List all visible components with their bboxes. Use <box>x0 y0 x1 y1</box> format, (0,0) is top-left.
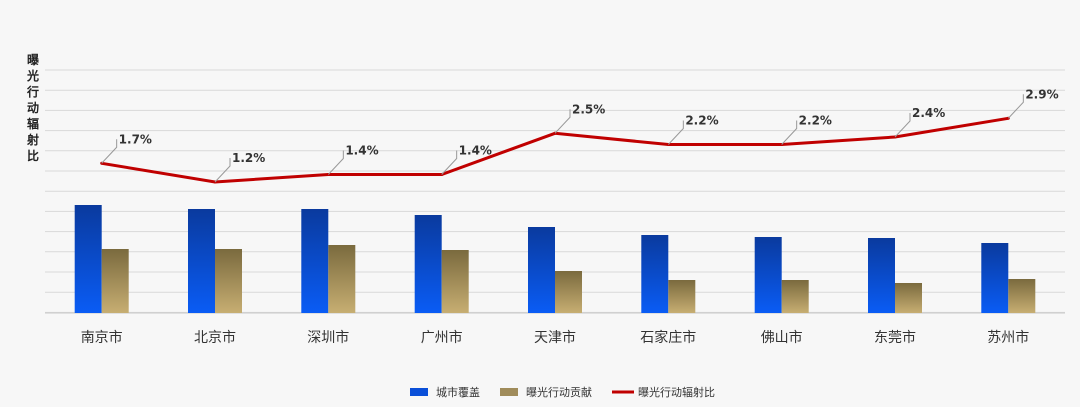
x-tick-label: 佛山市 <box>761 329 803 346</box>
data-label: 1.7% <box>119 132 152 146</box>
data-label: 2.2% <box>799 114 832 128</box>
bar-coverage <box>414 215 442 313</box>
bar-contribution <box>781 280 809 313</box>
x-tick-label: 石家庄市 <box>640 329 696 346</box>
bar-coverage <box>868 238 895 313</box>
data-label: 1.4% <box>345 144 378 158</box>
data-label: 2.4% <box>912 106 945 120</box>
bar-contribution <box>215 249 242 313</box>
legend-label: 曝光行动辐射比 <box>638 385 715 399</box>
bar-contribution <box>668 280 696 313</box>
data-label-leader <box>894 113 911 138</box>
bar-coverage <box>641 235 669 313</box>
legend-swatch <box>410 388 428 396</box>
legend: 城市覆盖 曝光行动贡献 曝光行动辐射比 <box>410 385 715 399</box>
legend-label: 曝光行动贡献 <box>526 385 592 399</box>
bar-contribution <box>555 271 582 313</box>
data-label-leader <box>781 120 798 145</box>
x-tick-label: 苏州市 <box>987 329 1029 346</box>
x-tick-label: 广州市 <box>421 329 463 346</box>
data-label: 1.2% <box>232 151 265 165</box>
bars <box>74 205 1036 313</box>
data-label: 2.9% <box>1025 87 1058 101</box>
x-tick-label: 南京市 <box>81 329 123 346</box>
data-label: 1.4% <box>459 144 492 158</box>
bar-contribution <box>1008 279 1036 313</box>
bar-coverage <box>188 209 215 313</box>
data-label-leader <box>441 150 458 175</box>
bar-contribution <box>328 245 356 313</box>
bar-coverage <box>74 205 102 313</box>
legend-label: 城市覆盖 <box>436 385 480 399</box>
x-tick-label: 东莞市 <box>874 329 916 346</box>
bar-coverage <box>754 237 782 313</box>
bar-contribution <box>101 249 129 313</box>
line-series: 1.7% 1.2% 1.4% 1.4% 2.5% 2.2% 2.2% 2.4% 2.9% <box>100 87 1059 184</box>
data-label-leader <box>1007 94 1024 119</box>
data-label-leader <box>667 120 684 145</box>
data-label-leader <box>214 158 231 183</box>
x-tick-label: 北京市 <box>194 329 236 346</box>
data-label: 2.2% <box>685 114 718 128</box>
y-axis-label: 曝光行动辐射比 <box>26 53 39 163</box>
x-tick-label: 深圳市 <box>307 329 349 346</box>
bar-coverage <box>301 209 329 313</box>
bar-contribution <box>441 250 469 313</box>
x-tick-label: 天津市 <box>534 329 576 346</box>
data-label-leader <box>327 150 344 175</box>
bar-coverage <box>528 227 555 313</box>
legend-swatch <box>500 388 518 396</box>
data-label-leader <box>101 139 118 164</box>
bar-contribution <box>895 283 922 313</box>
category-labels: 南京市 北京市 深圳市 广州市 天津市 石家庄市 佛山市 东莞市 苏州市 <box>81 329 1030 346</box>
data-label-leader <box>554 109 571 134</box>
data-label: 2.5% <box>572 102 605 116</box>
bar-coverage <box>981 243 1009 313</box>
